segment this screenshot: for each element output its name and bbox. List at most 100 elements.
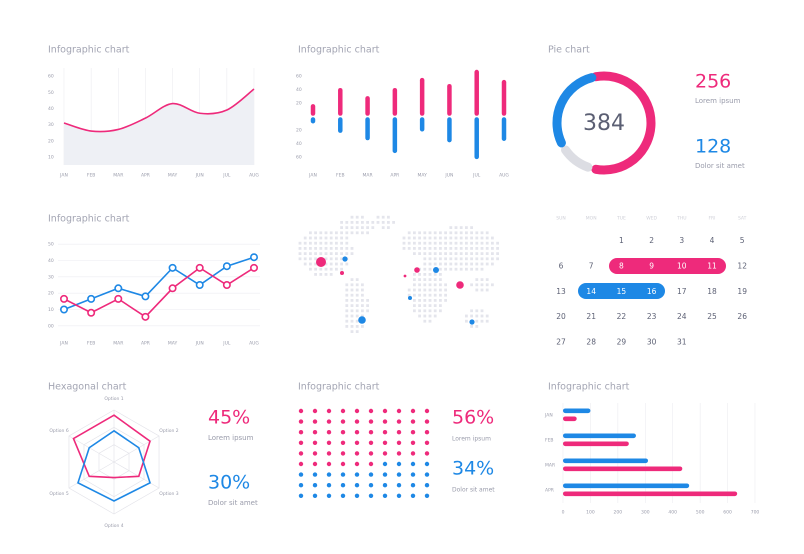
map-cell bbox=[309, 252, 312, 255]
waffle-dot bbox=[382, 493, 388, 498]
waffle-dot bbox=[382, 461, 388, 467]
map-cell bbox=[475, 262, 479, 266]
day: 19 bbox=[737, 287, 747, 296]
map-cell bbox=[335, 252, 338, 255]
map-cell bbox=[444, 257, 447, 261]
waffle-dot bbox=[410, 461, 416, 467]
map-cell bbox=[496, 252, 499, 255]
map-cell bbox=[491, 283, 494, 287]
map-cell bbox=[485, 247, 489, 250]
map-cell bbox=[496, 241, 499, 245]
waffle-dot bbox=[368, 408, 374, 414]
map-cell bbox=[413, 236, 416, 240]
map-cell bbox=[465, 267, 468, 271]
map-cell bbox=[303, 252, 307, 255]
map-cell bbox=[329, 262, 333, 266]
map-cell bbox=[423, 293, 427, 297]
waffle-dot bbox=[354, 483, 360, 488]
map-cell bbox=[329, 247, 333, 250]
map-dot bbox=[408, 296, 412, 300]
map-cell bbox=[449, 247, 453, 250]
map-cell bbox=[355, 221, 359, 224]
map-cell bbox=[350, 309, 354, 313]
map-cell bbox=[314, 241, 317, 245]
map-cell bbox=[381, 226, 385, 229]
waffle-dot bbox=[410, 440, 416, 445]
bar bbox=[563, 483, 690, 489]
map-cell bbox=[413, 288, 416, 292]
map-cell bbox=[366, 231, 369, 235]
weekday: SUN bbox=[556, 216, 566, 222]
map-cell bbox=[340, 252, 343, 255]
chart-title: Hexagonal chart bbox=[48, 382, 127, 393]
map-cell bbox=[303, 262, 307, 266]
waffle-dot bbox=[298, 472, 304, 477]
map-cell bbox=[407, 241, 411, 245]
map-dot bbox=[316, 257, 326, 267]
map-cell bbox=[324, 262, 328, 266]
map-cell bbox=[485, 262, 489, 266]
map-cell bbox=[407, 293, 411, 297]
map-cell bbox=[470, 283, 473, 287]
map-cell bbox=[361, 293, 364, 297]
y-tick-label: 60 bbox=[296, 154, 302, 160]
x-tick-label: MAY bbox=[168, 173, 178, 179]
stat-label: Lorem ipsum bbox=[452, 436, 491, 443]
map-cell bbox=[444, 236, 447, 240]
point bbox=[87, 294, 96, 303]
day: 22 bbox=[617, 312, 627, 321]
waffle-dot bbox=[298, 440, 304, 445]
map-cell bbox=[402, 247, 406, 250]
y-tick-label: 40 bbox=[296, 141, 302, 147]
y-tick-label: 60 bbox=[296, 74, 302, 80]
waffle-dot bbox=[424, 408, 430, 414]
map-cell bbox=[470, 262, 473, 266]
map-cell bbox=[387, 215, 390, 219]
map-cell bbox=[361, 215, 364, 219]
map-cell bbox=[340, 262, 343, 266]
waffle-dot bbox=[368, 440, 374, 445]
map-cell bbox=[324, 247, 328, 250]
map-cell bbox=[355, 330, 359, 333]
map-cell bbox=[361, 288, 364, 292]
map-cell bbox=[470, 325, 473, 328]
map-cell bbox=[433, 283, 437, 287]
map-cell bbox=[444, 288, 447, 292]
map-cell bbox=[470, 252, 473, 255]
map-cell bbox=[496, 247, 499, 250]
map-cell bbox=[423, 262, 427, 266]
map-cell bbox=[335, 236, 338, 240]
point bbox=[250, 253, 259, 262]
map-cell bbox=[444, 293, 447, 297]
map-cell bbox=[319, 252, 323, 255]
map-cell bbox=[303, 241, 307, 245]
map-cell bbox=[439, 252, 442, 255]
waffle-dot bbox=[326, 493, 332, 498]
map-cell bbox=[475, 236, 479, 240]
map-cell bbox=[345, 293, 349, 297]
waffle-dot bbox=[410, 472, 416, 477]
waffle-dot bbox=[396, 493, 402, 498]
x-tick-label: 200 bbox=[614, 510, 623, 516]
map-cell bbox=[335, 267, 338, 271]
bar bbox=[563, 458, 649, 464]
day: 6 bbox=[559, 261, 564, 270]
map-cell bbox=[340, 247, 343, 250]
y-tick-label: MAR bbox=[545, 463, 555, 469]
map-cell bbox=[361, 221, 364, 224]
waffle-dot bbox=[368, 493, 374, 498]
waffle-dot bbox=[326, 483, 332, 488]
radar-spoke bbox=[68, 461, 115, 489]
x-tick-label: JAN bbox=[59, 341, 68, 347]
map-cell bbox=[355, 299, 359, 302]
map-cell bbox=[454, 252, 458, 255]
map-cell bbox=[418, 252, 421, 255]
stat-value: 30% bbox=[208, 472, 250, 494]
map-cell bbox=[324, 273, 328, 276]
map-cell bbox=[444, 299, 447, 302]
map-cell bbox=[324, 231, 328, 235]
radar-axis-label: Option 2 bbox=[159, 428, 178, 434]
x-tick-label: MAY bbox=[417, 173, 427, 179]
map-cell bbox=[314, 267, 317, 271]
